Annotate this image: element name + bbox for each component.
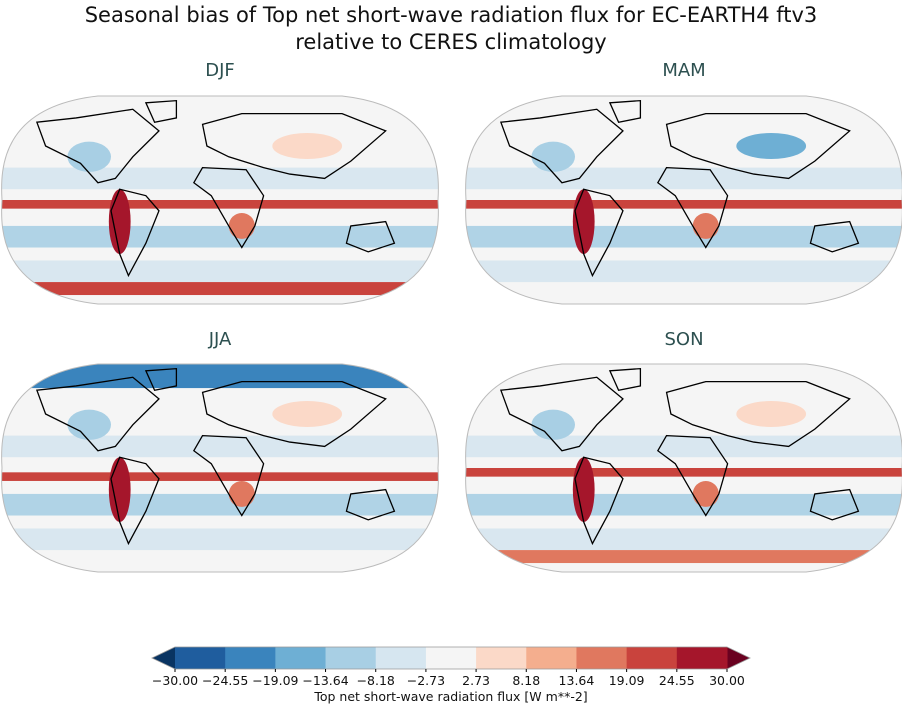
colorbar-segment [626,647,678,669]
colorbar-segment [476,647,527,669]
coastline [110,456,160,546]
colorbar-segment [676,647,728,669]
coastline [144,367,178,391]
colorbar-segment [225,647,276,669]
coastline [192,434,265,517]
coastline [665,380,851,448]
coastline [499,108,624,184]
coastline [345,220,396,253]
coastline [608,99,642,123]
colorbar-tick-label: 30.00 [709,673,745,688]
colorbar-label: Top net short-wave radiation flux [W m**… [314,689,588,704]
coastline [35,108,160,184]
colorbar-tick-label: −13.64 [302,673,349,688]
coastline [809,488,860,521]
colorbar-segment [425,647,477,669]
colorbar-over-triangle [727,647,750,669]
coastline [345,488,396,521]
colorbar-tick-label: −19.09 [252,673,299,688]
colorbar-segment [526,647,577,669]
coastline [574,456,624,546]
coastline [201,380,387,448]
colorbar-segment [576,647,628,669]
coastline [574,188,624,278]
map-djf [1,95,439,305]
colorbar-under-triangle [152,647,175,669]
map-son [465,363,902,573]
colorbar-segment [375,647,427,669]
colorbar-segment [275,647,327,669]
colorbar [151,646,751,672]
colorbar-tick-label: 8.18 [512,673,541,688]
coastline [665,112,851,180]
colorbar-tick-label: 24.55 [658,673,695,688]
coastline [144,99,178,123]
panel-title-djf: DJF [205,60,235,81]
colorbar-tick-label: −8.18 [356,673,395,688]
coastline [656,166,729,249]
colorbar-tick-label: 13.64 [558,673,595,688]
coastline [809,220,860,253]
colorbar-tick-label: −30.00 [151,673,199,688]
title-line-2: relative to CERES climatology [295,30,607,54]
figure-title: Seasonal bias of Top net short-wave radi… [0,2,902,56]
map-mam [465,95,902,305]
title-line-1: Seasonal bias of Top net short-wave radi… [84,3,818,27]
colorbar-tick-label: −2.73 [406,673,446,688]
coastline [656,434,729,517]
colorbar-segment [325,647,377,669]
coastline [192,166,265,249]
coastline [35,376,160,452]
coastline [110,188,160,278]
map-jja [1,363,439,573]
coastline [499,376,624,452]
coastline [608,367,642,391]
colorbar-tick-label: 2.73 [462,673,490,688]
colorbar-tick-label: −24.55 [202,673,249,688]
panel-title-mam: MAM [662,60,706,81]
panel-title-jja: JJA [208,329,232,350]
panel-title-son: SON [664,329,704,350]
coastline [201,112,387,180]
colorbar-tick-label: 19.09 [608,673,645,688]
colorbar-segment [175,647,226,669]
